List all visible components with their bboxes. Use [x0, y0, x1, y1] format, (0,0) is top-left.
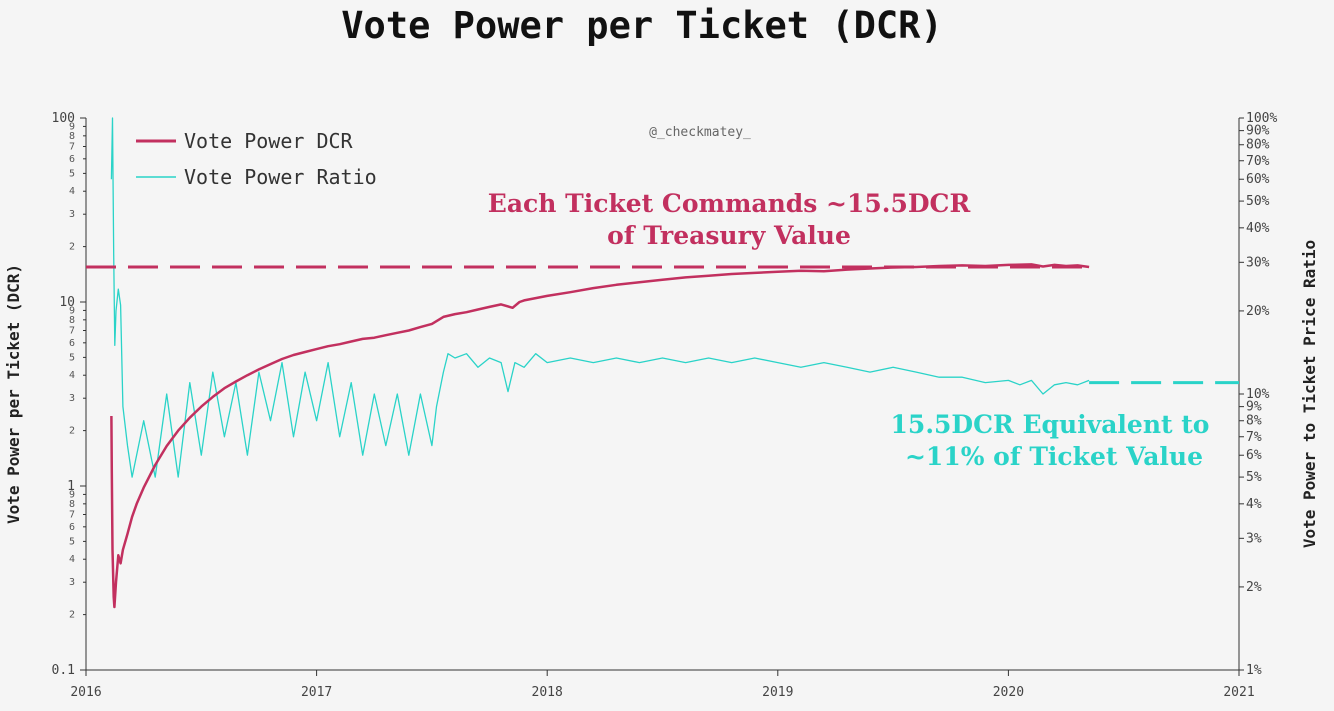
- annotation-ticket-value: 15.5DCR Equivalent to ~11% of Ticket Val…: [891, 410, 1210, 471]
- right-tick-label: 5%: [1246, 470, 1262, 485]
- annotation-treasury-line-1: Each Ticket Commands ~15.5DCR: [488, 189, 971, 218]
- right-tick-label: 6%: [1246, 448, 1262, 463]
- left-minor-tick-label: 2: [69, 610, 75, 621]
- left-minor-tick-label: 5: [69, 352, 75, 363]
- left-minor-tick-label: 7: [69, 326, 75, 337]
- left-minor-tick-label: 9: [69, 121, 75, 132]
- reference-lines: [86, 265, 1239, 385]
- x-tick-label-2021: 2021: [1223, 685, 1254, 700]
- x-tick-label-2020: 2020: [993, 685, 1024, 700]
- left-major-tick-label: 10: [59, 295, 75, 310]
- annotation-ticket-line-1: 15.5DCR Equivalent to: [891, 410, 1210, 439]
- right-tick-label: 30%: [1246, 255, 1270, 270]
- right-tick-label: 60%: [1246, 172, 1270, 187]
- right-tick-label: 100%: [1246, 111, 1277, 126]
- series-line-vote-power-dcr: [110, 263, 1090, 609]
- x-tick-label-2017: 2017: [301, 685, 332, 700]
- left-minor-tick-label: 5: [69, 168, 75, 179]
- right-tick-label: 1%: [1246, 663, 1262, 678]
- left-minor-tick-label: 8: [69, 131, 75, 142]
- left-minor-tick-label: 8: [69, 315, 75, 326]
- right-axis-title: Vote Power to Ticket Price Ratio: [1300, 240, 1319, 548]
- right-tick-label: 70%: [1246, 154, 1270, 169]
- annotation-ticket-line-2: ~11% of Ticket Value: [905, 442, 1203, 471]
- annotation-treasury: Each Ticket Commands ~15.5DCR of Treasur…: [488, 189, 971, 250]
- x-axis-ticks: 2016 2017 2018 2019 2020 2021: [70, 670, 1255, 700]
- left-minor-tick-label: 7: [69, 510, 75, 521]
- x-tick-label-2018: 2018: [532, 685, 563, 700]
- left-major-tick-label: 1: [67, 479, 75, 494]
- left-minor-tick-label: 9: [69, 305, 75, 316]
- left-major-tick-label: 0.1: [52, 663, 75, 678]
- right-tick-label: 40%: [1246, 221, 1270, 236]
- chart-title: Vote Power per Ticket (DCR): [341, 4, 942, 47]
- left-minor-tick-label: 4: [69, 554, 75, 565]
- right-tick-label: 8%: [1246, 414, 1262, 429]
- left-minor-tick-label: 3: [69, 393, 75, 404]
- left-minor-tick-label: 4: [69, 186, 75, 197]
- left-minor-tick-label: 4: [69, 370, 75, 381]
- left-minor-tick-label: 3: [69, 577, 75, 588]
- right-tick-label: 80%: [1246, 138, 1270, 153]
- right-tick-label: 7%: [1246, 430, 1262, 445]
- series-layer: [110, 117, 1090, 609]
- left-minor-tick-label: 6: [69, 154, 75, 165]
- left-minor-tick-label: 5: [69, 536, 75, 547]
- left-minor-tick-label: 6: [69, 338, 75, 349]
- right-tick-label: 2%: [1246, 580, 1262, 595]
- left-minor-tick-label: 6: [69, 522, 75, 533]
- watermark: @_checkmatey_: [649, 125, 751, 140]
- legend-label-vote-power-ratio: Vote Power Ratio: [184, 165, 377, 189]
- x-tick-label-2019: 2019: [762, 685, 793, 700]
- right-tick-label: 50%: [1246, 194, 1270, 209]
- series-line-vote-power-ratio: [110, 117, 1090, 478]
- x-tick-label-2016: 2016: [70, 685, 101, 700]
- left-minor-tick-label: 9: [69, 489, 75, 500]
- left-minor-tick-label: 2: [69, 242, 75, 253]
- right-tick-label: 3%: [1246, 531, 1262, 546]
- annotation-treasury-line-2: of Treasury Value: [607, 221, 851, 250]
- legend-label-vote-power-dcr: Vote Power DCR: [184, 129, 354, 153]
- right-axis-ticks: 1% 2% 3% 4% 5% 6% 7%8%9%10% 20% 30% 40% 50% 60% 70%8…: [1239, 111, 1277, 678]
- right-tick-label: 90%: [1246, 124, 1270, 139]
- left-minor-tick-label: 8: [69, 499, 75, 510]
- legend: Vote Power DCR Vote Power Ratio: [136, 129, 377, 189]
- right-tick-label: 9%: [1246, 400, 1262, 415]
- right-tick-label: 20%: [1246, 304, 1270, 319]
- left-minor-tick-label: 3: [69, 209, 75, 220]
- right-tick-label: 4%: [1246, 497, 1262, 512]
- left-minor-tick-label: 2: [69, 426, 75, 437]
- right-tick-label: 10%: [1246, 387, 1270, 402]
- left-minor-tick-label: 7: [69, 142, 75, 153]
- left-major-tick-label: 100: [52, 111, 75, 126]
- left-axis-title: Vote Power per Ticket (DCR): [4, 264, 23, 524]
